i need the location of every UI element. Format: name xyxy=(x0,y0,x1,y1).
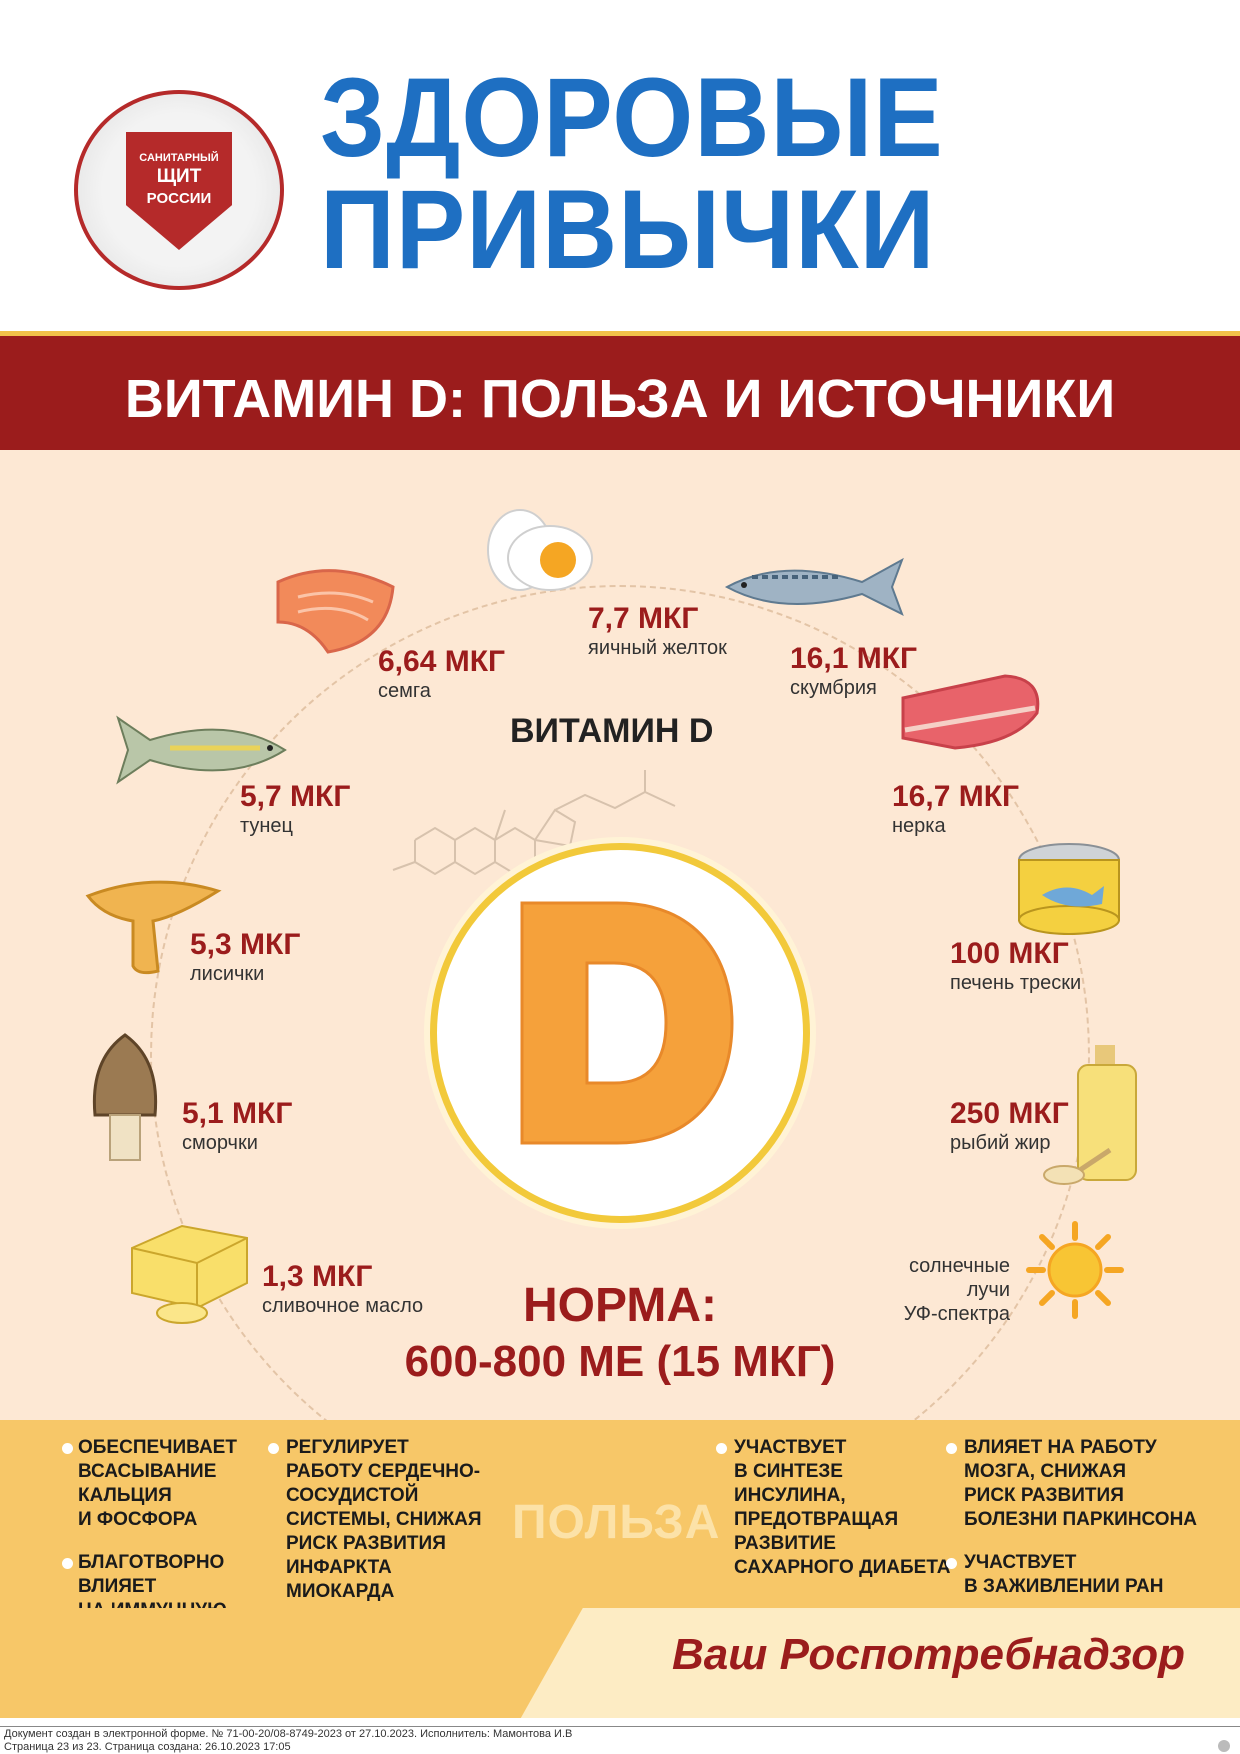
source-value: 100 МКГ xyxy=(950,937,1069,970)
shield-icon: САНИТАРНЫЙ ЩИТ РОССИИ xyxy=(126,132,232,250)
logo-text-3: РОССИИ xyxy=(146,190,212,207)
title-line-2: ПРИВЫЧКИ xyxy=(320,167,936,292)
source-sockeye: 16,7 МКГ нерка xyxy=(892,780,1019,838)
source-morel: 5,1 МКГ сморчки xyxy=(182,1097,292,1155)
benefit-item: ВЛИЯЕТ НА РАБОТУ МОЗГА, СНИЖАЯ РИСК РАЗВ… xyxy=(964,1437,1198,1530)
source-sun: солнечные лучи УФ-спектра xyxy=(860,1254,1010,1326)
bullet-icon xyxy=(716,1443,727,1454)
logo-text-1: САНИТАРНЫЙ xyxy=(139,152,219,164)
divider xyxy=(0,1726,1240,1727)
letter-d-icon xyxy=(520,901,734,1145)
emblem-icon xyxy=(1218,1740,1230,1752)
benefit-item: УЧАСТВУЕТ В ЗАЖИВЛЕНИИ РАН xyxy=(964,1552,1164,1597)
mackerel-icon xyxy=(724,557,904,617)
vitamin-heading: ВИТАМИН D xyxy=(510,712,714,750)
chanterelle-icon xyxy=(85,880,222,975)
source-value: 5,3 МКГ xyxy=(190,928,301,961)
source-name: рыбий жир xyxy=(950,1132,1051,1154)
sun-line-1: солнечные xyxy=(908,1255,1010,1277)
logo-text-2: ЩИТ xyxy=(156,166,202,187)
source-egg: 7,7 МКГ яичный желток xyxy=(588,602,727,660)
benefit-item: УЧАСТВУЕТ В СИНТЕЗЕ ИНСУЛИНА, ПРЕДОТВРАЩ… xyxy=(734,1437,951,1578)
bullet-icon xyxy=(268,1443,279,1454)
morel-icon xyxy=(92,1033,158,1161)
source-value: 16,7 МКГ xyxy=(892,780,1020,813)
source-value: 16,1 МКГ xyxy=(790,642,918,675)
section-banner xyxy=(0,336,1240,450)
source-mackerel: 16,1 МКГ скумбрия xyxy=(790,642,917,700)
egg-icon xyxy=(487,509,593,591)
sun-icon xyxy=(1026,1221,1124,1319)
fish-oil-icon xyxy=(1043,1045,1137,1185)
source-value: 250 МКГ xyxy=(950,1097,1069,1130)
source-name: семга xyxy=(378,680,431,702)
benefits-label: ПОЛЬЗА xyxy=(512,1496,721,1549)
source-name: лисички xyxy=(190,963,265,985)
rospotrebnadzor-logo: САНИТАРНЫЙ ЩИТ РОССИИ xyxy=(74,90,284,290)
salmon-steak-icon xyxy=(276,569,395,654)
source-name: печень трески xyxy=(950,972,1082,994)
benefit-item: РЕГУЛИРУЕТ РАБОТУ СЕРДЕЧНО- СОСУДИСТОЙ С… xyxy=(286,1437,482,1602)
sockeye-icon xyxy=(901,674,1040,750)
source-value: 7,7 МКГ xyxy=(588,602,699,635)
source-value: 5,1 МКГ xyxy=(182,1097,293,1130)
tuna-icon xyxy=(116,715,287,785)
banner-title: ВИТАМИН D: ПОЛЬЗА И ИСТОЧНИКИ xyxy=(124,369,1116,429)
source-name: тунец xyxy=(240,815,294,837)
molecule-structure-icon xyxy=(392,770,676,876)
norma-value: 600-800 МЕ (15 МКГ) xyxy=(404,1337,836,1386)
footer-highlight xyxy=(520,1608,1240,1718)
page-title: ЗДОРОВЫЕ ПРИВЫЧКИ xyxy=(320,62,944,286)
sun-line-3: УФ-спектра xyxy=(903,1303,1010,1325)
source-tuna: 5,7 МКГ тунец xyxy=(240,780,350,838)
source-butter: 1,3 МКГ сливочное масло xyxy=(262,1260,423,1318)
doc-info-line-1: Документ создан в электронной форме. № 7… xyxy=(4,1728,573,1740)
benefits-panel xyxy=(0,1420,1240,1608)
butter-icon xyxy=(131,1224,248,1324)
bullet-icon xyxy=(62,1558,73,1569)
source-cod-liver: 100 МКГ печень трески xyxy=(950,937,1081,995)
source-name: скумбрия xyxy=(790,677,877,699)
source-salmon: 6,64 МКГ семга xyxy=(378,645,505,703)
benefit-item: ОБЕСПЕЧИВАЕТ ВСАСЫВАНИЕ КАЛЬЦИЯ И ФОСФОР… xyxy=(78,1437,237,1530)
source-name: сливочное масло xyxy=(262,1295,424,1317)
banner-top-line xyxy=(0,331,1240,336)
doc-info-line-2: Страница 23 из 23. Страница создана: 26.… xyxy=(4,1741,291,1753)
source-chanterelle: 5,3 МКГ лисички xyxy=(190,928,300,986)
source-name: нерка xyxy=(892,815,946,837)
bullet-icon xyxy=(62,1443,73,1454)
signature: Ваш Роспотребнадзор xyxy=(672,1630,1186,1679)
bullet-icon xyxy=(946,1443,957,1454)
source-value: 6,64 МКГ xyxy=(378,645,506,678)
canned-liver-icon xyxy=(1018,843,1120,935)
norma-label: НОРМА: xyxy=(522,1279,717,1332)
title-line-1: ЗДОРОВЫЕ xyxy=(320,55,944,180)
source-name: яичный желток xyxy=(588,637,727,659)
source-fish-oil: 250 МКГ рыбий жир xyxy=(950,1097,1069,1155)
source-name: сморчки xyxy=(182,1132,258,1154)
source-value: 5,7 МКГ xyxy=(240,780,351,813)
source-value: 1,3 МКГ xyxy=(262,1260,373,1293)
sun-line-2: лучи xyxy=(966,1279,1010,1301)
bullet-icon xyxy=(946,1558,957,1569)
